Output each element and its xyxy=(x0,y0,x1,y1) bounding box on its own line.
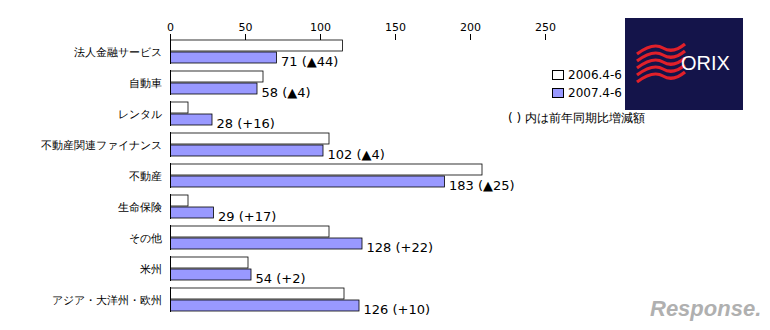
svg-text:不動産: 不動産 xyxy=(129,170,162,183)
html-text:2007.4-6: 2007.4-6 xyxy=(568,86,622,100)
html-text:Response.: Response. xyxy=(650,296,762,321)
svg-text:0: 0 xyxy=(167,21,174,34)
html-text:ORIX: ORIX xyxy=(681,52,730,74)
svg-text:71 (▲44): 71 (▲44) xyxy=(281,54,338,69)
svg-text:58 (▲4): 58 (▲4) xyxy=(262,85,311,100)
svg-text:生命保険: 生命保険 xyxy=(118,201,162,214)
svg-text:自動車: 自動車 xyxy=(129,77,162,90)
svg-text:その他: その他 xyxy=(129,232,162,245)
html-text:( ) 内は前年同期比増減額: ( ) 内は前年同期比増減額 xyxy=(508,111,645,125)
svg-text:米州: 米州 xyxy=(140,263,162,276)
svg-text:29 (+17): 29 (+17) xyxy=(218,209,276,224)
svg-text:128 (+22): 128 (+22) xyxy=(367,240,434,255)
svg-text:102 (▲4): 102 (▲4) xyxy=(328,147,385,162)
svg-text:126 (+10): 126 (+10) xyxy=(364,302,431,317)
svg-text:183 (▲25): 183 (▲25) xyxy=(449,178,515,193)
svg-text:法人金融サービス: 法人金融サービス xyxy=(74,46,162,59)
svg-text:150: 150 xyxy=(385,21,406,34)
svg-text:レンタル: レンタル xyxy=(118,108,162,121)
svg-text:54 (+2): 54 (+2) xyxy=(256,271,306,286)
svg-text:100: 100 xyxy=(310,21,331,34)
svg-text:不動産関連ファイナンス: 不動産関連ファイナンス xyxy=(41,139,162,152)
html-text:2006.4-6: 2006.4-6 xyxy=(568,68,622,82)
svg-text:アジア・大洋州・欧州: アジア・大洋州・欧州 xyxy=(52,294,162,307)
svg-text:28 (+16): 28 (+16) xyxy=(217,116,275,131)
svg-text:50: 50 xyxy=(239,21,253,34)
svg-text:250: 250 xyxy=(535,21,556,34)
svg-text:200: 200 xyxy=(460,21,481,34)
